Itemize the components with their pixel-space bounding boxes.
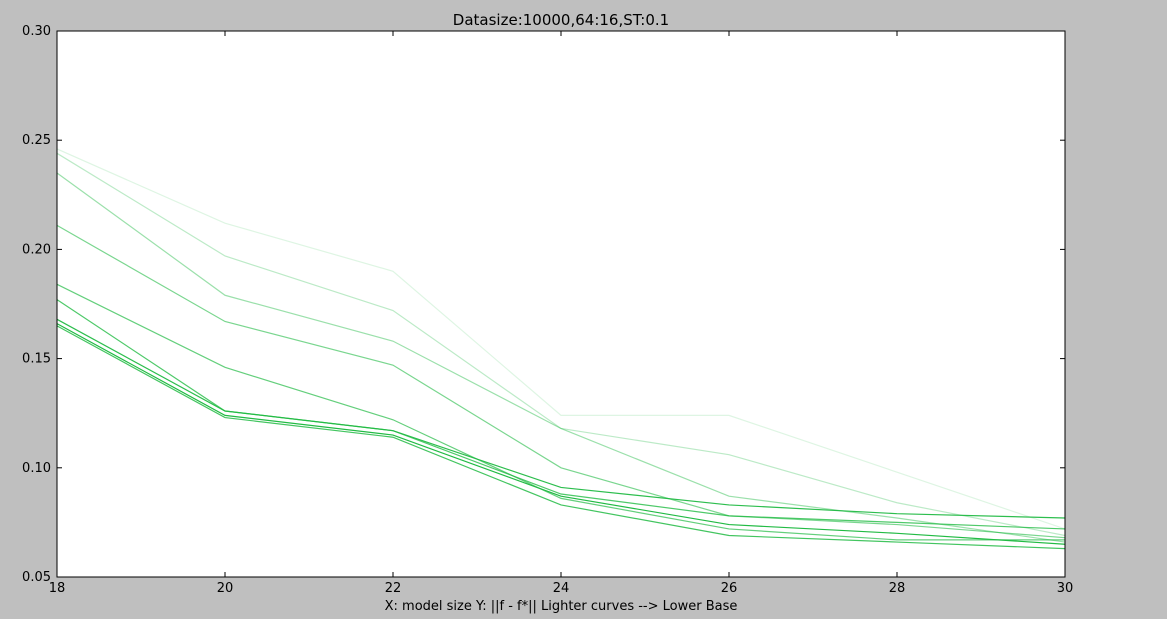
x-tick-label: 18 bbox=[49, 581, 66, 596]
series-line-6 bbox=[56, 224, 1066, 539]
y-tick-label: 0.20 bbox=[22, 242, 51, 257]
series-line-3 bbox=[56, 325, 1066, 550]
chart-title: Datasize:10000,64:16,ST:0.1 bbox=[453, 11, 669, 29]
x-tick-label: 30 bbox=[1057, 581, 1074, 596]
y-tick-label: 0.25 bbox=[22, 133, 51, 148]
y-tick-label: 0.30 bbox=[22, 24, 51, 39]
series-line-7 bbox=[56, 172, 1066, 543]
series-line-9 bbox=[56, 148, 1066, 530]
x-tick-label: 20 bbox=[217, 581, 234, 596]
y-tick-label: 0.10 bbox=[22, 461, 51, 476]
series-line-5 bbox=[56, 283, 1065, 541]
y-tick-label: 0.15 bbox=[22, 352, 51, 367]
x-tick-label: 22 bbox=[385, 581, 402, 596]
x-tick-label: 26 bbox=[721, 581, 738, 596]
x-tick-label: 28 bbox=[889, 581, 906, 596]
y-tick-label: 0.05 bbox=[22, 570, 51, 585]
x-axis-label: X: model size Y: ||f - f*|| Lighter curv… bbox=[385, 599, 738, 614]
series-line-8 bbox=[56, 152, 1066, 537]
series-line-1 bbox=[56, 323, 1066, 545]
x-tick-label: 24 bbox=[553, 581, 570, 596]
plot-area bbox=[57, 31, 1065, 577]
plot-frame bbox=[56, 30, 1066, 578]
series-line-4 bbox=[56, 299, 1066, 530]
series-layer bbox=[56, 148, 1066, 550]
tick-layer: 18 20 22 24 26 28 30 0.05 0.10 0.15 0.20 0.25 0.30 bbox=[22, 24, 1073, 596]
